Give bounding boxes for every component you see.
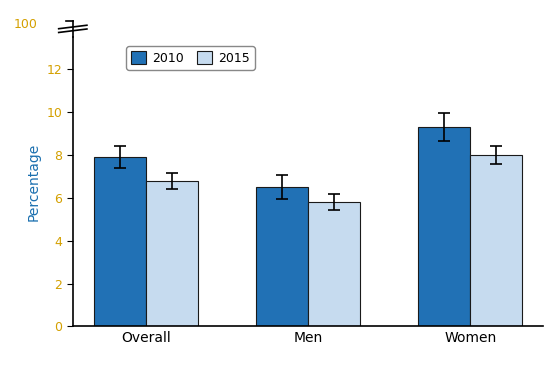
Bar <box>470 155 522 326</box>
Bar <box>256 187 308 326</box>
Bar <box>418 127 470 326</box>
Bar <box>146 181 198 326</box>
Bar <box>94 157 146 326</box>
Text: 100: 100 <box>13 18 38 31</box>
Bar <box>308 202 360 326</box>
Legend: 2010, 2015: 2010, 2015 <box>126 46 255 70</box>
Y-axis label: Percentage: Percentage <box>27 143 41 221</box>
